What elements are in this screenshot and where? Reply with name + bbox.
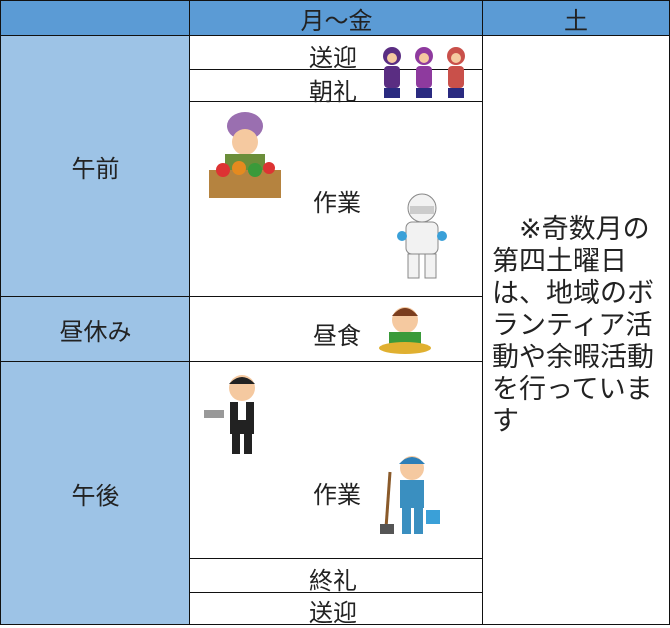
activity: 送迎 [309, 44, 357, 72]
activity: 朝礼 [309, 78, 357, 106]
exercise-illustration [383, 47, 465, 98]
server-illustration [204, 375, 255, 454]
activity: 送迎 [309, 599, 357, 627]
activity-cell [189, 558, 484, 594]
activity: 終礼 [309, 567, 357, 595]
period-label: 午後 [0, 361, 191, 625]
header-weekday: 月～金 [189, 0, 484, 37]
header-saturday: 土 [482, 0, 670, 37]
period-label: 昼休み [0, 296, 191, 363]
saturday-note: ※奇数月の第四土曜日は、地域のボランティア活動や余暇活動を行っています [492, 214, 654, 437]
activity: 作業 [313, 189, 361, 217]
cleaner-illustration [380, 456, 440, 534]
activity-cell [189, 592, 484, 625]
farmer-illustration [209, 112, 281, 198]
saturday-cell [482, 35, 670, 625]
activity-cell [189, 35, 484, 71]
header-blank [0, 0, 191, 37]
activity: 作業 [313, 481, 361, 509]
worker-illustration [397, 193, 447, 279]
activity-cell [189, 69, 484, 103]
activity: 昼食 [313, 322, 361, 350]
activity-cell [189, 296, 484, 363]
lunch-illustration [379, 307, 431, 354]
period-label: 午前 [0, 35, 191, 298]
